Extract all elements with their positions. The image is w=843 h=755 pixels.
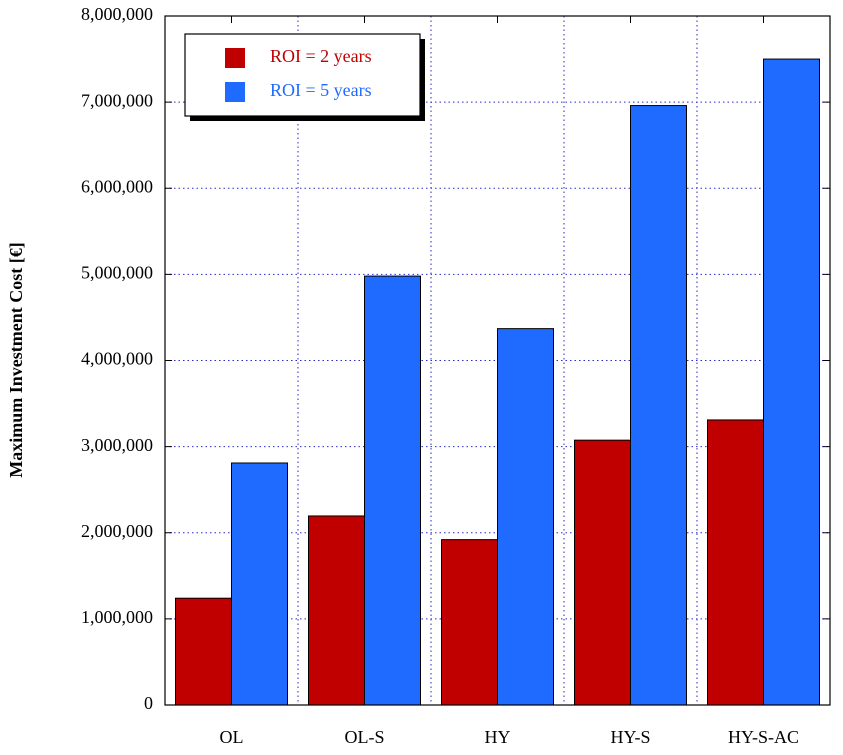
y-tick-label: 1,000,000 [81, 607, 153, 627]
legend-label: ROI = 5 years [270, 80, 372, 100]
x-tick-label: OL-S [345, 727, 385, 747]
y-tick-label: 8,000,000 [81, 4, 153, 24]
bar [175, 597, 232, 706]
y-tick-label: 2,000,000 [81, 521, 153, 541]
bar [308, 515, 365, 706]
y-tick-label: 0 [144, 693, 153, 713]
y-tick-label: 6,000,000 [81, 176, 153, 196]
y-tick-label: 7,000,000 [81, 90, 153, 110]
bar [441, 539, 498, 706]
bar [497, 328, 554, 706]
legend-swatch [225, 48, 245, 68]
x-tick-label: HY-S [610, 727, 650, 747]
x-tick-label: OL [220, 727, 244, 747]
legend-label: ROI = 2 years [270, 46, 372, 66]
plot-frame [164, 15, 831, 706]
bar [231, 462, 288, 706]
bar [364, 275, 421, 706]
legend-swatch [225, 82, 245, 102]
y-tick-label: 5,000,000 [81, 263, 153, 283]
y-axis-label: Maximum Investment Cost [€] [6, 242, 26, 477]
x-tick-label: HY-S-AC [728, 727, 799, 747]
y-tick-label: 4,000,000 [81, 349, 153, 369]
x-tick-label: HY [485, 727, 511, 747]
bar [763, 58, 820, 706]
legend [184, 33, 421, 117]
bar [707, 419, 764, 706]
bar [574, 439, 631, 706]
bar [630, 105, 687, 706]
y-tick-label: 3,000,000 [81, 435, 153, 455]
